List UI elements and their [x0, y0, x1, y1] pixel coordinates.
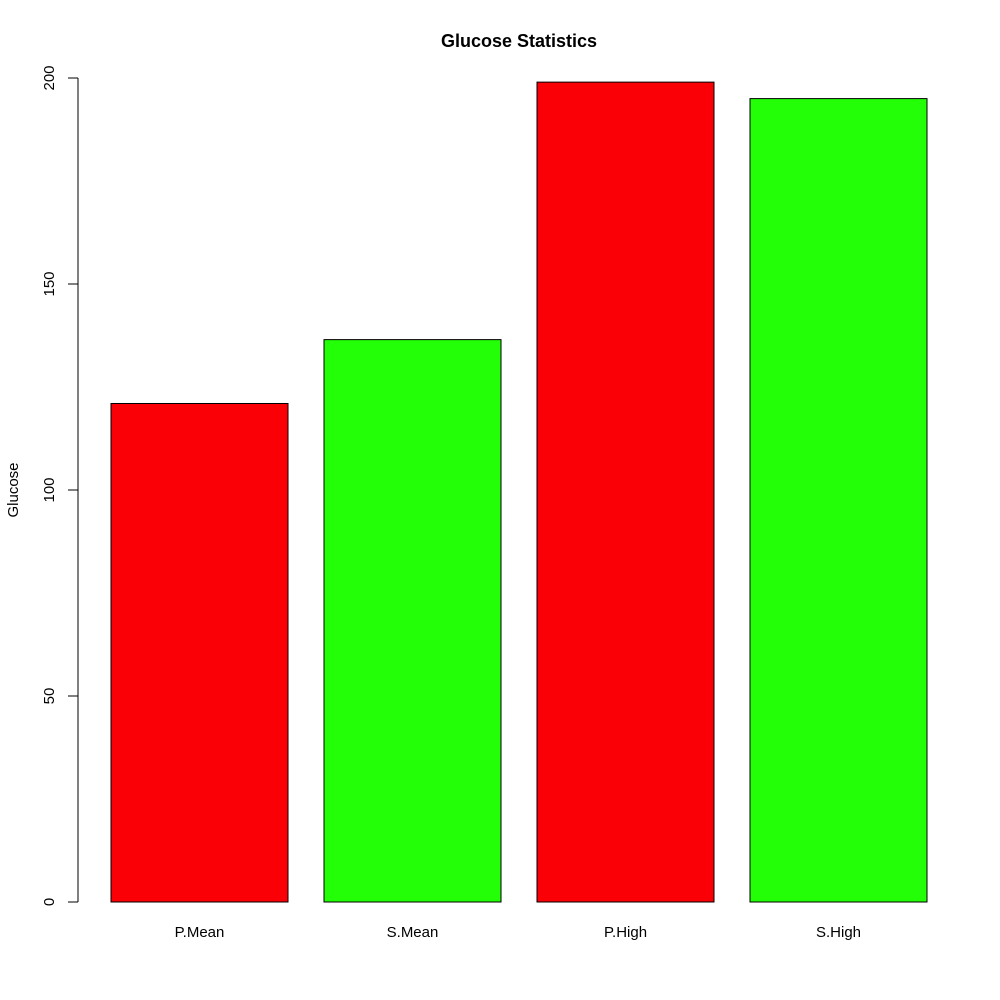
x-category-label: S.High	[816, 924, 861, 941]
y-tick-label: 200	[41, 65, 58, 90]
y-tick-label: 50	[41, 688, 58, 705]
bar-p-high	[536, 81, 715, 903]
x-category-label: P.High	[604, 924, 647, 941]
bars	[110, 81, 928, 903]
chart-title: Glucose Statistics	[441, 31, 597, 51]
bar-p-mean	[110, 402, 289, 903]
y-axis-label: Glucose	[5, 462, 22, 517]
y-axis: 0 50 100 150 200	[41, 65, 79, 906]
y-tick-label: 150	[41, 271, 58, 296]
x-category-label: P.Mean	[175, 924, 225, 941]
y-tick-label: 100	[41, 477, 58, 502]
bar-s-high	[749, 98, 928, 903]
x-category-label: S.Mean	[387, 924, 439, 941]
bar-s-mean	[323, 339, 502, 903]
category-labels: P.Mean S.Mean P.High S.High	[175, 924, 861, 941]
y-tick-label: 0	[41, 898, 58, 906]
